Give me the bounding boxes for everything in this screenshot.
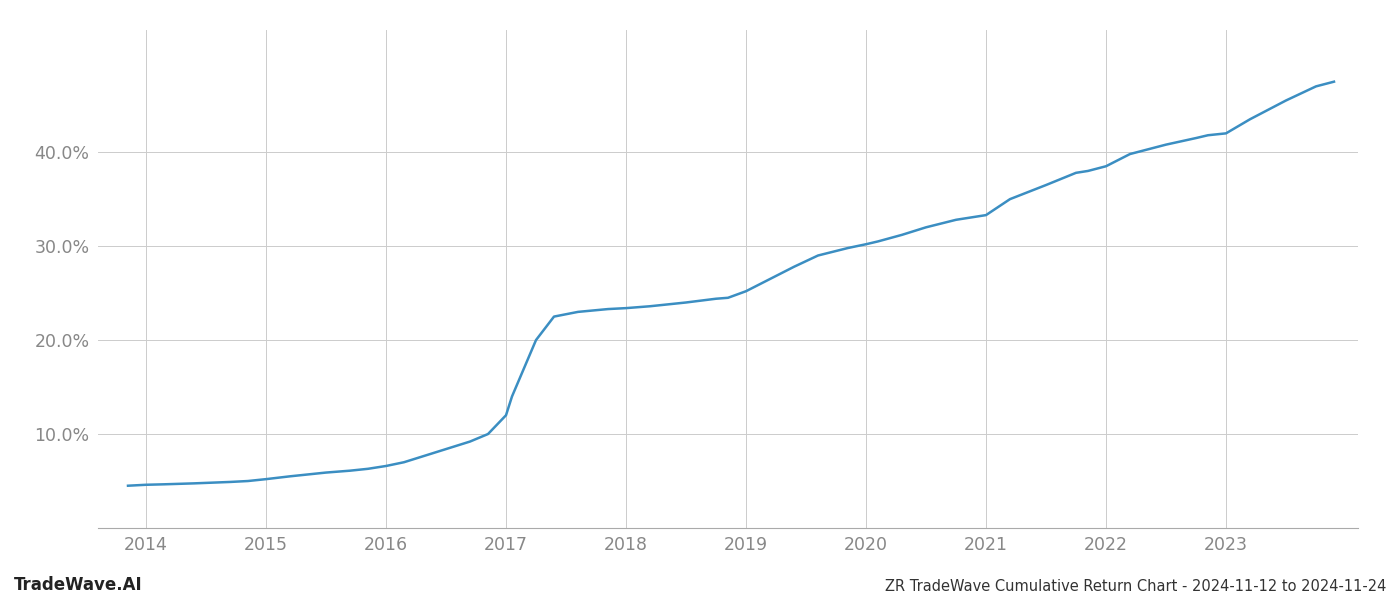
Text: ZR TradeWave Cumulative Return Chart - 2024-11-12 to 2024-11-24: ZR TradeWave Cumulative Return Chart - 2… bbox=[885, 579, 1386, 594]
Text: TradeWave.AI: TradeWave.AI bbox=[14, 576, 143, 594]
